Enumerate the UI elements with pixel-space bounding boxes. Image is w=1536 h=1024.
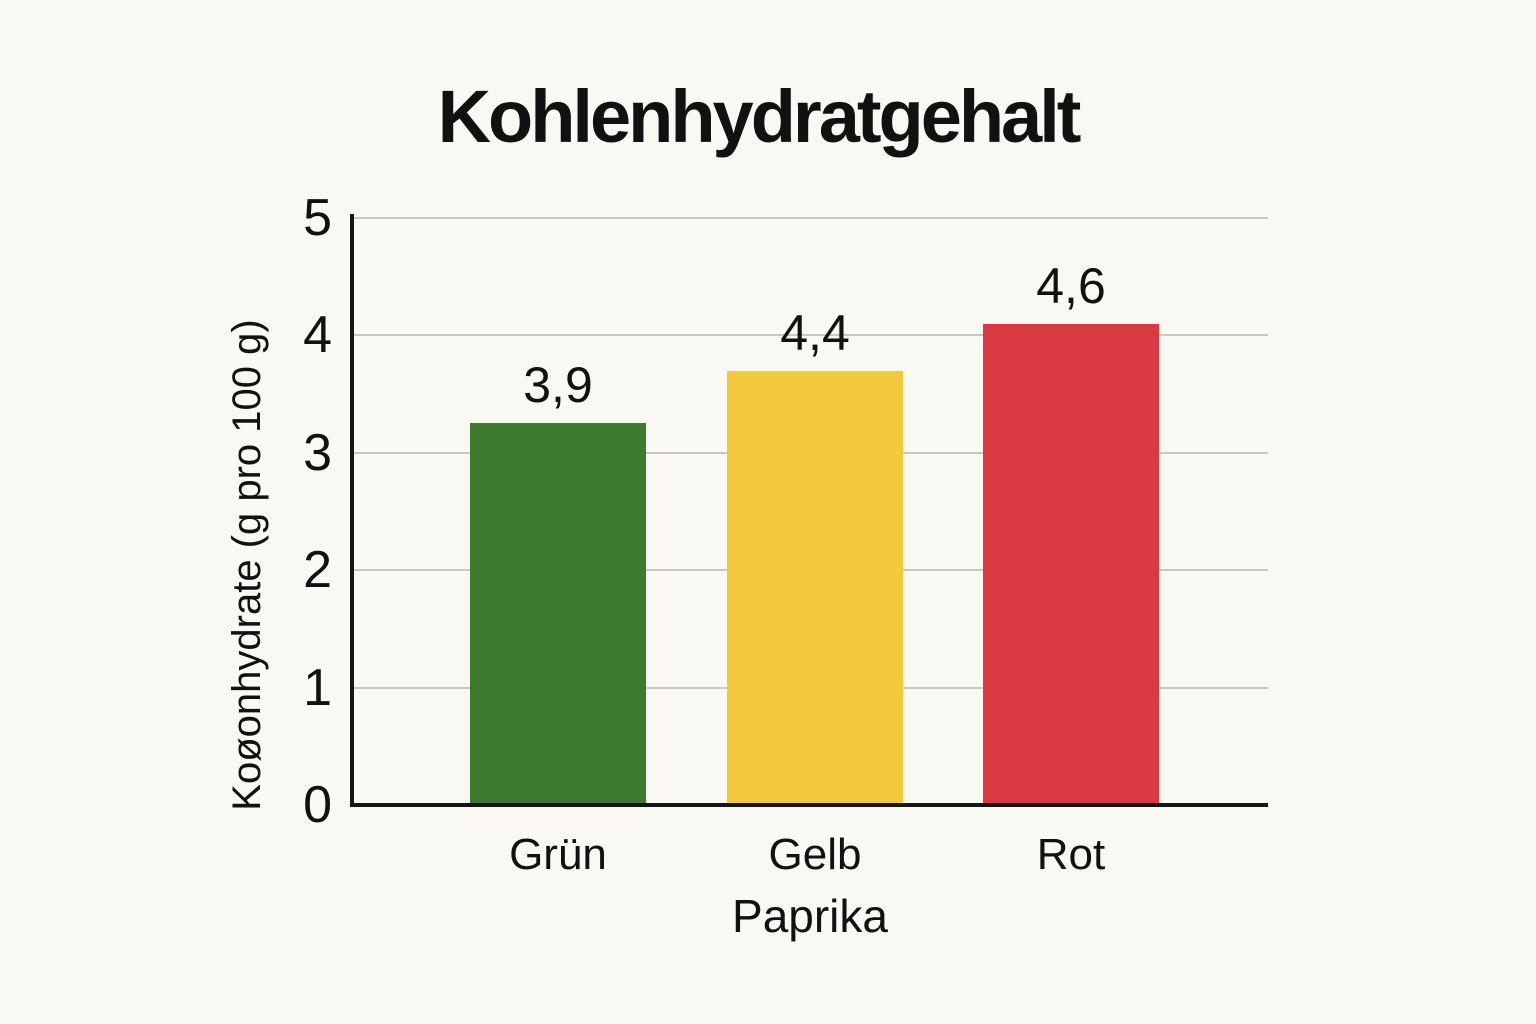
x-tick-label-gruen: Grün bbox=[509, 830, 607, 879]
y-tick-label: 3 bbox=[303, 423, 332, 482]
x-tick-label-gelb: Gelb bbox=[768, 830, 862, 879]
bar-gelb bbox=[727, 370, 903, 805]
x-axis-title: Paprika bbox=[732, 890, 888, 942]
y-tick-label: 1 bbox=[303, 658, 332, 717]
y-tick-label: 4 bbox=[303, 306, 332, 365]
bar-value-label-gelb: 4,4 bbox=[780, 304, 850, 361]
bar-value-label-rot: 4,6 bbox=[1036, 257, 1106, 314]
y-tick-label: 0 bbox=[303, 776, 332, 834]
bar-gruen bbox=[470, 423, 646, 805]
x-tick-label-rot: Rot bbox=[1036, 830, 1106, 879]
gridline bbox=[350, 217, 1268, 219]
y-tick-label: 5 bbox=[303, 189, 332, 247]
y-tick-label: 2 bbox=[303, 541, 332, 600]
bar-value-label-gruen: 3,9 bbox=[523, 357, 593, 414]
gridline bbox=[350, 334, 1268, 337]
chart-title: Kohlenhydratgehalt bbox=[437, 75, 1082, 158]
x-axis-line bbox=[350, 803, 1268, 807]
bar-rot bbox=[983, 323, 1159, 805]
y-axis-line bbox=[350, 214, 354, 807]
